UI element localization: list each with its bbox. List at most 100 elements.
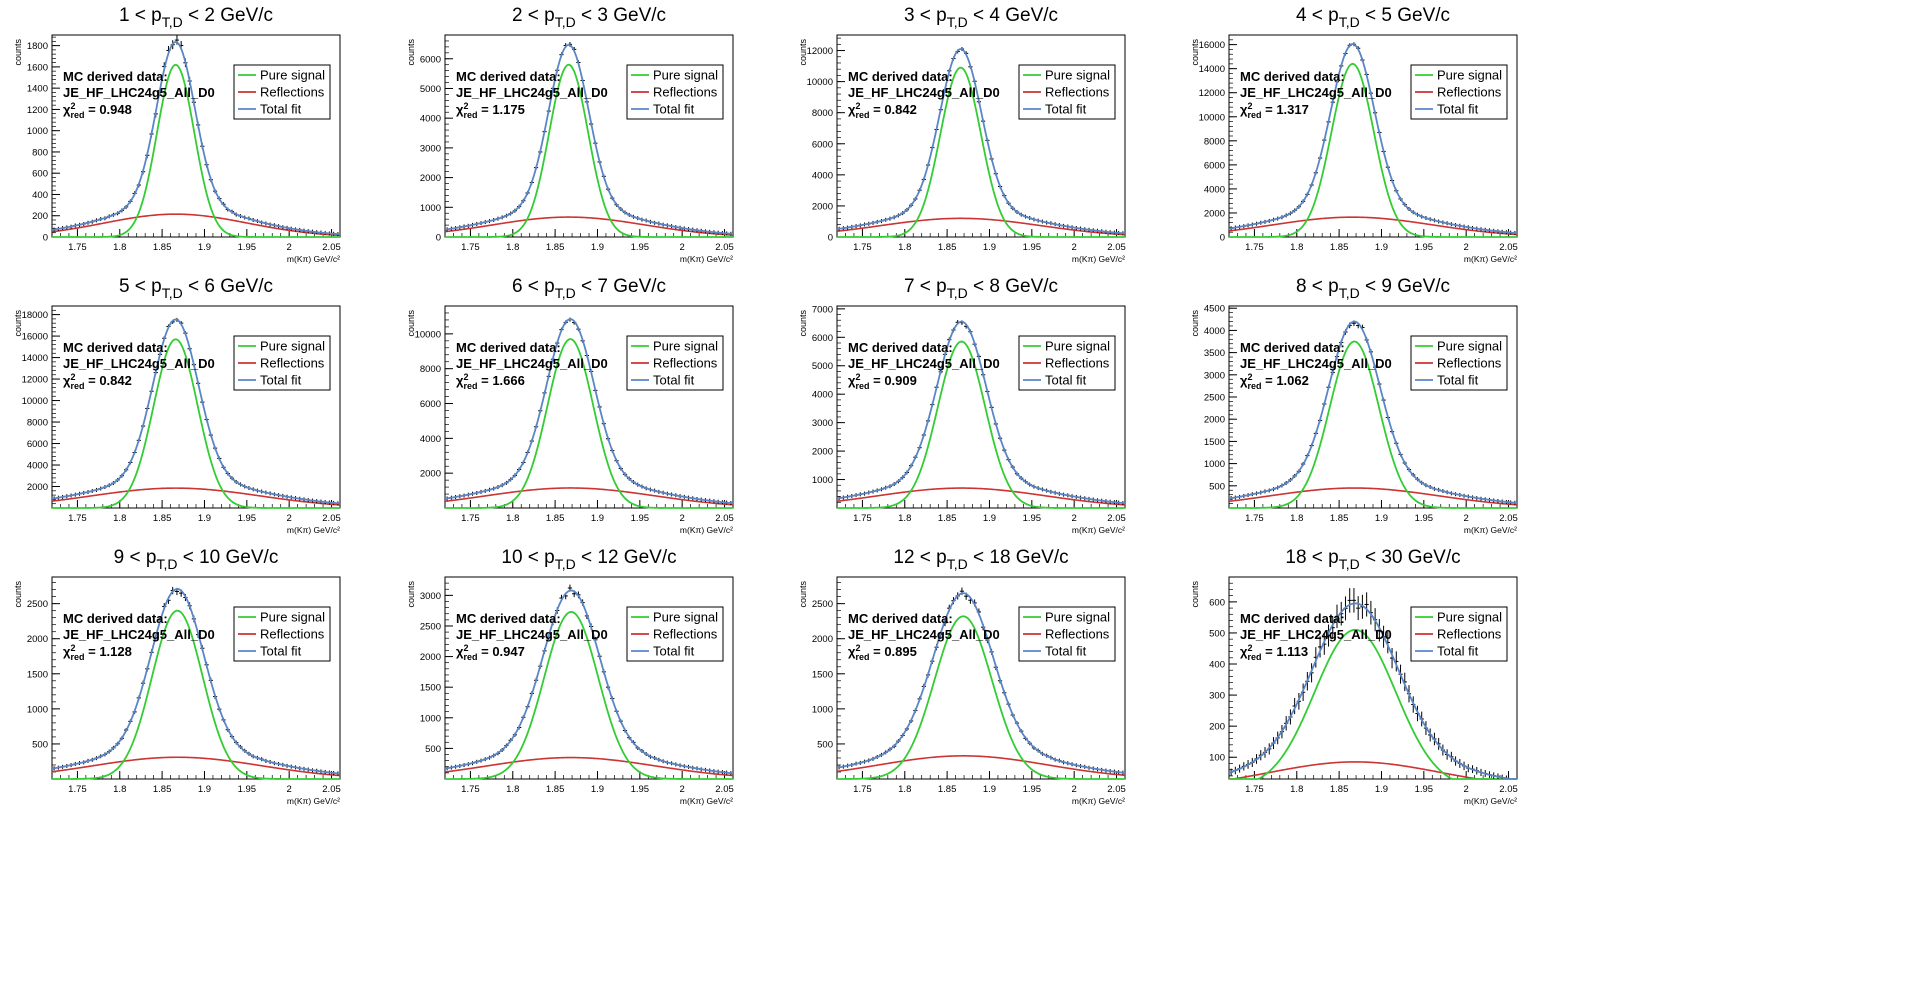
y-tick-label: 10000 bbox=[1199, 112, 1225, 123]
y-tick-label: 1500 bbox=[1204, 437, 1225, 448]
info-line-1: MC derived data: bbox=[456, 69, 561, 84]
y-tick-label: 1000 bbox=[812, 475, 833, 486]
x-tick-label: 1.75 bbox=[461, 242, 480, 253]
y-tick-label: 0 bbox=[1220, 233, 1225, 244]
info-line-2: JE_HF_LHC24g5_All_D0 bbox=[848, 627, 1000, 642]
x-axis-label: m(Kπ) GeV/c² bbox=[680, 796, 733, 806]
x-tick-label: 2.05 bbox=[1499, 513, 1518, 524]
legend-label: Reflections bbox=[1045, 627, 1110, 642]
plot-panel: 7 < pT,D < 8 GeV/c counts m(Kπ) GeV/c² 1000… bbox=[798, 276, 1126, 535]
info-line-2: JE_HF_LHC24g5_All_D0 bbox=[63, 356, 215, 371]
total-fit-curve bbox=[444, 318, 734, 505]
reflections-curve bbox=[1229, 761, 1517, 780]
pure-signal-curve bbox=[837, 615, 1125, 780]
pure-signal-curve bbox=[445, 63, 733, 238]
x-tick-label: 1.95 bbox=[1023, 513, 1042, 524]
info-line-1: MC derived data: bbox=[848, 69, 953, 84]
chi2-label: χ2 red = 1.113 bbox=[1240, 643, 1308, 662]
info-line-1: MC derived data: bbox=[63, 340, 168, 355]
x-tick-label: 1.8 bbox=[506, 513, 519, 524]
info-line-1: MC derived data: bbox=[1240, 340, 1345, 355]
chi2-label: χ2 red = 0.842 bbox=[63, 372, 132, 391]
x-tick-label: 1.85 bbox=[153, 242, 172, 253]
y-tick-label: 500 bbox=[425, 744, 441, 755]
x-tick-label: 1.9 bbox=[983, 513, 996, 524]
y-tick-label: 16000 bbox=[1199, 40, 1225, 51]
y-tick-label: 3000 bbox=[420, 591, 441, 602]
y-tick-label: 4000 bbox=[1204, 326, 1225, 337]
legend-label: Pure signal bbox=[260, 610, 325, 625]
x-tick-label: 1.95 bbox=[1023, 784, 1042, 795]
y-axis-label: counts bbox=[406, 310, 416, 337]
total-fit-curve bbox=[51, 588, 341, 775]
y-axis-label: counts bbox=[406, 39, 416, 66]
y-tick-label: 1000 bbox=[812, 704, 833, 715]
y-axis-label: counts bbox=[798, 581, 808, 608]
x-tick-label: 1.95 bbox=[1415, 513, 1434, 524]
total-fit-curve bbox=[444, 43, 734, 235]
total-fit-curve bbox=[51, 40, 341, 236]
x-axis-label: m(Kπ) GeV/c² bbox=[1464, 254, 1517, 264]
x-axis-label: m(Kπ) GeV/c² bbox=[680, 254, 733, 264]
x-tick-label: 1.75 bbox=[853, 513, 872, 524]
legend-label: Pure signal bbox=[1045, 610, 1110, 625]
y-tick-label: 4500 bbox=[1204, 304, 1225, 315]
info-line-1: MC derived data: bbox=[456, 340, 561, 355]
y-tick-label: 1200 bbox=[27, 105, 48, 116]
plot-panel: 2 < pT,D < 3 GeV/c counts m(Kπ) GeV/c² 0 100… bbox=[406, 5, 734, 264]
x-tick-label: 1.9 bbox=[1375, 784, 1388, 795]
info-line-1: MC derived data: bbox=[63, 69, 168, 84]
chi2-label: χ2 red = 1.062 bbox=[1240, 372, 1309, 391]
y-tick-label: 2500 bbox=[812, 599, 833, 610]
x-axis-label: m(Kπ) GeV/c² bbox=[287, 254, 340, 264]
plot-title: 8 < pT,D < 9 GeV/c bbox=[1296, 276, 1450, 301]
reflections-curve bbox=[444, 216, 734, 236]
info-line-2: JE_HF_LHC24g5_All_D0 bbox=[848, 85, 1000, 100]
plot-title: 3 < pT,D < 4 GeV/c bbox=[904, 5, 1058, 30]
legend-label: Reflections bbox=[1045, 356, 1110, 371]
y-tick-label: 8000 bbox=[812, 108, 833, 119]
x-tick-label: 2 bbox=[680, 513, 685, 524]
x-tick-label: 1.8 bbox=[113, 513, 126, 524]
y-tick-label: 0 bbox=[43, 233, 48, 244]
y-tick-label: 2000 bbox=[420, 173, 441, 184]
x-tick-label: 2.05 bbox=[1499, 784, 1518, 795]
y-tick-label: 5000 bbox=[812, 361, 833, 372]
legend-label: Pure signal bbox=[1437, 339, 1502, 354]
legend-label: Pure signal bbox=[1437, 68, 1502, 83]
info-line-2: JE_HF_LHC24g5_All_D0 bbox=[1240, 356, 1392, 371]
y-tick-label: 3000 bbox=[420, 143, 441, 154]
chi2-label: χ2 red = 1.128 bbox=[63, 643, 132, 662]
x-tick-label: 2 bbox=[287, 784, 292, 795]
y-tick-label: 3000 bbox=[1204, 370, 1225, 381]
info-line-2: JE_HF_LHC24g5_All_D0 bbox=[63, 85, 215, 100]
info-line-2: JE_HF_LHC24g5_All_D0 bbox=[456, 356, 608, 371]
x-axis-label: m(Kπ) GeV/c² bbox=[1072, 796, 1125, 806]
y-axis-label: counts bbox=[1190, 39, 1200, 66]
y-axis-label: counts bbox=[798, 310, 808, 337]
x-tick-label: 1.8 bbox=[113, 242, 126, 253]
x-tick-label: 1.95 bbox=[1415, 784, 1434, 795]
y-tick-label: 3000 bbox=[812, 418, 833, 429]
plot-title: 18 < pT,D < 30 GeV/c bbox=[1285, 547, 1460, 572]
x-tick-label: 2 bbox=[1072, 242, 1077, 253]
chi2-label: χ2 red = 0.842 bbox=[848, 101, 917, 120]
y-tick-label: 1800 bbox=[27, 41, 48, 52]
x-tick-label: 1.8 bbox=[506, 784, 519, 795]
x-tick-label: 1.75 bbox=[1245, 784, 1264, 795]
x-axis-label: m(Kπ) GeV/c² bbox=[287, 796, 340, 806]
x-tick-label: 1.8 bbox=[898, 784, 911, 795]
chi2-label: χ2 red = 0.895 bbox=[848, 643, 917, 662]
x-axis-label: m(Kπ) GeV/c² bbox=[287, 525, 340, 535]
x-tick-label: 1.95 bbox=[631, 784, 650, 795]
chi2-label: χ2 red = 0.909 bbox=[848, 372, 917, 391]
plot-panel: 6 < pT,D < 7 GeV/c counts m(Kπ) GeV/c² 2000… bbox=[406, 276, 734, 535]
plot-title: 1 < pT,D < 2 GeV/c bbox=[119, 5, 273, 30]
y-tick-label: 8000 bbox=[1204, 136, 1225, 147]
info-line-2: JE_HF_LHC24g5_All_D0 bbox=[848, 356, 1000, 371]
legend-label: Pure signal bbox=[1045, 68, 1110, 83]
x-tick-label: 2.05 bbox=[1107, 242, 1126, 253]
legend-label: Total fit bbox=[1045, 373, 1087, 388]
legend-label: Reflections bbox=[653, 85, 718, 100]
plot-panel: 5 < pT,D < 6 GeV/c counts m(Kπ) GeV/c² 2000… bbox=[13, 276, 341, 535]
